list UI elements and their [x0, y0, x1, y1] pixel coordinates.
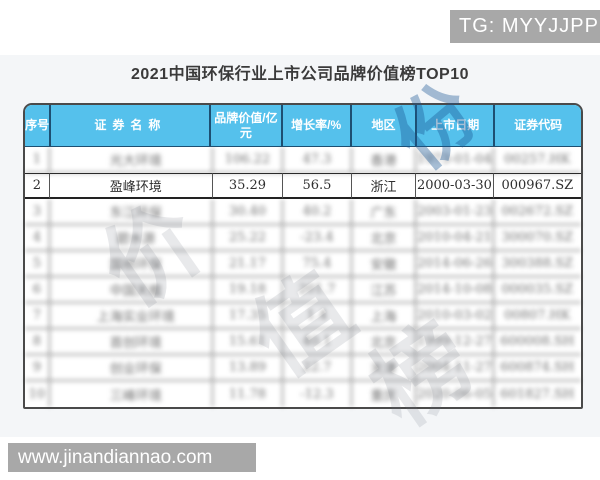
- cell-stock-code: 600008.SH: [493, 329, 582, 355]
- cell-name: 上海实业环境: [49, 303, 213, 329]
- cell-region: 广东: [351, 199, 417, 225]
- cell-growth-rate: 75.4: [283, 251, 352, 277]
- page-title: 2021中国环保行业上市公司品牌价值榜TOP10: [131, 66, 469, 83]
- cell-brand-value: 35.29: [212, 173, 284, 199]
- cell-growth-rate: 56.5: [283, 173, 352, 199]
- cell-region: 江苏: [351, 277, 417, 303]
- cell-listing-date: 2000-03-30: [416, 173, 494, 199]
- cell-listing-date: 2004-11-27: [416, 355, 494, 381]
- cell-stock-code: 300070.SZ: [493, 225, 582, 251]
- header-name: 证券名称: [51, 105, 212, 147]
- table-row: 9 创业环保 13.89 22.7 天津 2004-11-27 600874.S…: [25, 355, 582, 381]
- table-header-row: 序号 证券名称 品牌价值/亿元 增长率/% 地区 上市日期 证券代码: [25, 105, 582, 147]
- cell-growth-rate: -12.3: [283, 381, 352, 407]
- cell-name: 国祯环保: [49, 251, 213, 277]
- cell-brand-value: 21.17: [212, 251, 284, 277]
- cell-region: 安徽: [351, 251, 417, 277]
- cell-listing-date: 2010-04-21: [416, 225, 494, 251]
- cell-region: 浙江: [351, 173, 417, 199]
- cell-rank: 3: [25, 199, 50, 225]
- cell-name: 光大环境: [49, 147, 213, 173]
- cell-name: 盈峰环境: [49, 173, 213, 199]
- cell-name: 中国天楹: [49, 277, 213, 303]
- cell-brand-value: 11.78: [213, 381, 284, 407]
- cell-listing-date: 2003-01-23: [416, 199, 494, 225]
- cell-region: 北京: [351, 225, 417, 251]
- cell-rank: 8: [25, 329, 50, 355]
- cell-name: 东江环保: [49, 199, 213, 225]
- table-row: 1 光大环境 106.22 47.3 香港 1973-01-04 00257.H…: [25, 147, 582, 173]
- cell-stock-code: 000967.SZ: [493, 173, 582, 199]
- cell-brand-value: 30.40: [212, 199, 284, 225]
- cell-name: 首创环境: [49, 329, 213, 355]
- cell-region: 重庆: [352, 381, 417, 407]
- table-row-highlighted: 2 盈峰环境 35.29 56.5 浙江 2000-03-30 000967.S…: [25, 173, 582, 199]
- cell-listing-date: 2014-06-26: [416, 251, 494, 277]
- cell-growth-rate: 40.1: [283, 329, 352, 355]
- cell-stock-code: 600874.SH: [493, 355, 582, 381]
- cell-name: 创业环保: [49, 355, 213, 381]
- cell-rank: 1: [25, 147, 50, 173]
- header-growth-rate: 增长率/%: [282, 105, 352, 147]
- table-row: 3 东江环保 30.40 40.2 广东 2003-01-23 002672.S…: [25, 199, 582, 225]
- cell-growth-rate: 201.7: [283, 277, 352, 303]
- cell-brand-value: 25.22: [212, 225, 284, 251]
- cell-stock-code: 00807.HK: [493, 303, 582, 329]
- cell-brand-value: 13.89: [212, 355, 284, 381]
- table-row: 6 中国天楹 19.18 201.7 江苏 2014-10-08 000035.…: [25, 277, 582, 303]
- cell-rank: 4: [25, 225, 50, 251]
- cell-rank: 7: [25, 303, 50, 329]
- site-watermark-text: www.jinandiannao.com: [18, 446, 213, 468]
- header-rank: 序号: [25, 105, 52, 147]
- site-watermark-badge: www.jinandiannao.com: [8, 443, 256, 472]
- cell-rank: 10: [25, 381, 50, 407]
- tg-watermark-badge: TG: MYYJJPP: [450, 10, 600, 43]
- cell-stock-code: 000035.SZ: [493, 277, 582, 303]
- cell-stock-code: 601827.SH: [500, 386, 575, 402]
- table-row: 5 国祯环保 21.17 75.4 安徽 2014-06-26 300388.S…: [25, 251, 582, 277]
- table-row: 4 碧水源 25.22 -23.4 北京 2010-04-21 300070.S…: [25, 225, 582, 251]
- cell-growth-rate: -23.4: [283, 225, 352, 251]
- cell-growth-rate: 22.7: [283, 355, 352, 381]
- cell-region: 香港: [351, 147, 417, 173]
- cell-listing-date: 2014-10-08: [416, 277, 494, 303]
- cell-rank: 5: [25, 251, 50, 277]
- cell-brand-value: 106.22: [212, 147, 284, 173]
- cell-listing-date: 1973-01-04: [416, 147, 494, 173]
- cell-growth-rate: 1.4: [283, 303, 352, 329]
- cell-name: 三峰环境: [50, 381, 213, 407]
- ranking-table: 序号 证券名称 品牌价值/亿元 增长率/% 地区 上市日期 证券代码 1 光大环…: [23, 103, 583, 409]
- table-row: 10 三峰环境 11.78 -12.3 重庆 2020-06-05 601827…: [25, 381, 581, 407]
- tg-watermark-text: TG: MYYJJPP: [459, 15, 599, 37]
- table-row: 8 首创环境 15.61 40.1 北京 1999-12-27 600008.S…: [25, 329, 582, 355]
- cell-brand-value: 15.61: [212, 329, 284, 355]
- cell-listing-date: 2010-03-02: [416, 303, 494, 329]
- cell-rank: 2: [25, 173, 50, 199]
- cell-name: 碧水源: [49, 225, 213, 251]
- cell-listing-date: 2020-06-05: [416, 381, 494, 407]
- cell-stock-code: 00257.HK: [493, 147, 582, 173]
- header-listing-date: 上市日期: [417, 105, 496, 147]
- cell-stock-code: 002672.SZ: [493, 199, 582, 225]
- cell-region: 上海: [351, 303, 417, 329]
- header-brand-value: 品牌价值/亿元: [211, 105, 283, 147]
- header-region: 地区: [351, 105, 418, 147]
- cell-listing-date: 1999-12-27: [416, 329, 494, 355]
- cell-rank: 9: [25, 355, 50, 381]
- cell-region: 天津: [351, 355, 417, 381]
- cell-region: 北京: [351, 329, 417, 355]
- table-row: 7 上海实业环境 17.35 1.4 上海 2010-03-02 00807.H…: [25, 303, 582, 329]
- cell-growth-rate: 40.2: [283, 199, 352, 225]
- cell-stock-code: 300388.SZ: [493, 251, 582, 277]
- cell-brand-value: 19.18: [212, 277, 284, 303]
- cell-brand-value: 17.35: [212, 303, 284, 329]
- cell-rank: 6: [25, 277, 50, 303]
- header-stock-code: 证券代码: [495, 105, 582, 147]
- cell-growth-rate: 47.3: [283, 147, 352, 173]
